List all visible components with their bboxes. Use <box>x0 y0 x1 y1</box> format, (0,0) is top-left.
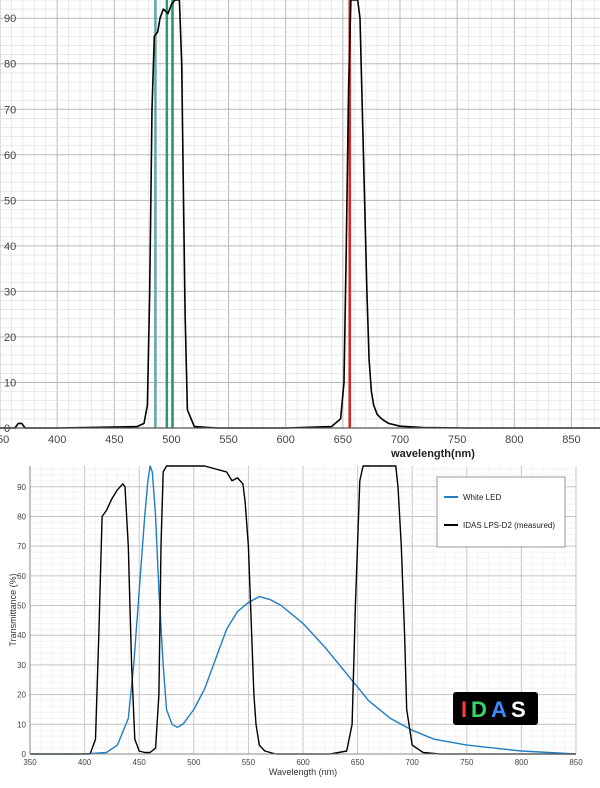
bottom-x-tick-400: 400 <box>78 758 92 767</box>
bottom-x-tick-850: 850 <box>569 758 583 767</box>
top-y-tick-40: 40 <box>4 241 16 253</box>
top-y-tick-10: 10 <box>4 377 16 389</box>
bottom-series-line-1 <box>30 465 576 755</box>
top-y-tick-50: 50 <box>4 195 16 207</box>
top-chart-tick-labels: 350 400 450 500 550 600 650 700 750 800 850 0 10 20 30… <box>0 13 581 446</box>
bottom-y-tick-0: 0 <box>22 750 27 759</box>
idas-logo: I D A S <box>453 692 538 725</box>
bottom-series-line-0 <box>30 465 577 755</box>
bottom-x-tick-500: 500 <box>187 758 201 767</box>
top-x-tick-500: 500 <box>162 434 180 446</box>
top-chart-grid <box>0 0 600 429</box>
idas-logo-letter-s: S <box>511 697 526 722</box>
bottom-y-tick-50: 50 <box>17 602 26 611</box>
bottom-y-tick-70: 70 <box>17 542 26 551</box>
top-x-tick-700: 700 <box>391 434 409 446</box>
top-x-tick-400: 400 <box>48 434 66 446</box>
bottom-chart-tick-labels: 350 400 450 500 550 600 650 700 750 800 850 0 10 20 30… <box>17 483 583 767</box>
bottom-x-tick-550: 550 <box>242 758 256 767</box>
top-x-tick-450: 450 <box>105 434 123 446</box>
legend: White LED IDAS LPS-D2 (measured) <box>436 476 566 548</box>
top-x-tick-600: 600 <box>277 434 295 446</box>
top-y-tick-30: 30 <box>4 286 16 298</box>
top-y-tick-80: 80 <box>4 59 16 71</box>
legend-label-white-led: White LED <box>463 493 501 502</box>
bottom-x-tick-450: 450 <box>133 758 147 767</box>
top-y-tick-60: 60 <box>4 150 16 162</box>
bottom-x-tick-350: 350 <box>23 758 37 767</box>
top-x-tick-650: 650 <box>334 434 352 446</box>
legend-label-idas: IDAS LPS-D2 (measured) <box>463 521 555 530</box>
bottom-x-tick-650: 650 <box>351 758 365 767</box>
bottom-y-tick-30: 30 <box>17 661 26 670</box>
bottom-y-tick-60: 60 <box>17 572 26 581</box>
idas-logo-letter-i: I <box>461 697 467 722</box>
bottom-y-tick-80: 80 <box>17 512 26 521</box>
idas-logo-background <box>453 692 538 725</box>
top-x-axis-label: wavelength(nm) <box>390 448 475 460</box>
top-y-tick-90: 90 <box>4 13 16 25</box>
bottom-y-tick-90: 90 <box>17 483 26 492</box>
top-x-tick-750: 750 <box>448 434 466 446</box>
top-y-tick-20: 20 <box>4 332 16 344</box>
top-x-tick-850: 850 <box>562 434 580 446</box>
top-y-tick-70: 70 <box>4 104 16 116</box>
top-y-tick-0: 0 <box>4 423 10 435</box>
top-x-tick-350: 350 <box>0 434 9 446</box>
legend-box <box>436 476 566 548</box>
bottom-x-axis-label: Wavelength (nm) <box>269 767 337 777</box>
idas-logo-letter-a: A <box>491 697 507 722</box>
top-chart-background <box>0 0 600 462</box>
idas-logo-letter-d: D <box>471 697 487 722</box>
bottom-x-tick-750: 750 <box>460 758 474 767</box>
bottom-y-tick-40: 40 <box>17 631 26 640</box>
bottom-y-tick-10: 10 <box>17 720 26 729</box>
top-filter-chart: 350 400 450 500 550 600 650 700 750 800 850 0 10 20 30… <box>0 0 600 462</box>
bottom-x-tick-600: 600 <box>296 758 310 767</box>
top-x-tick-800: 800 <box>505 434 523 446</box>
bottom-filter-chart: 350 400 450 500 550 600 650 700 750 800 850 0 10 20 30… <box>0 462 600 788</box>
bottom-x-tick-700: 700 <box>406 758 420 767</box>
bottom-x-tick-800: 800 <box>515 758 529 767</box>
top-x-tick-550: 550 <box>219 434 237 446</box>
bottom-y-axis-label: Transmittance (%) <box>8 573 18 646</box>
bottom-chart-series <box>30 465 577 755</box>
bottom-chart-axes <box>29 466 576 755</box>
bottom-y-tick-20: 20 <box>17 691 26 700</box>
